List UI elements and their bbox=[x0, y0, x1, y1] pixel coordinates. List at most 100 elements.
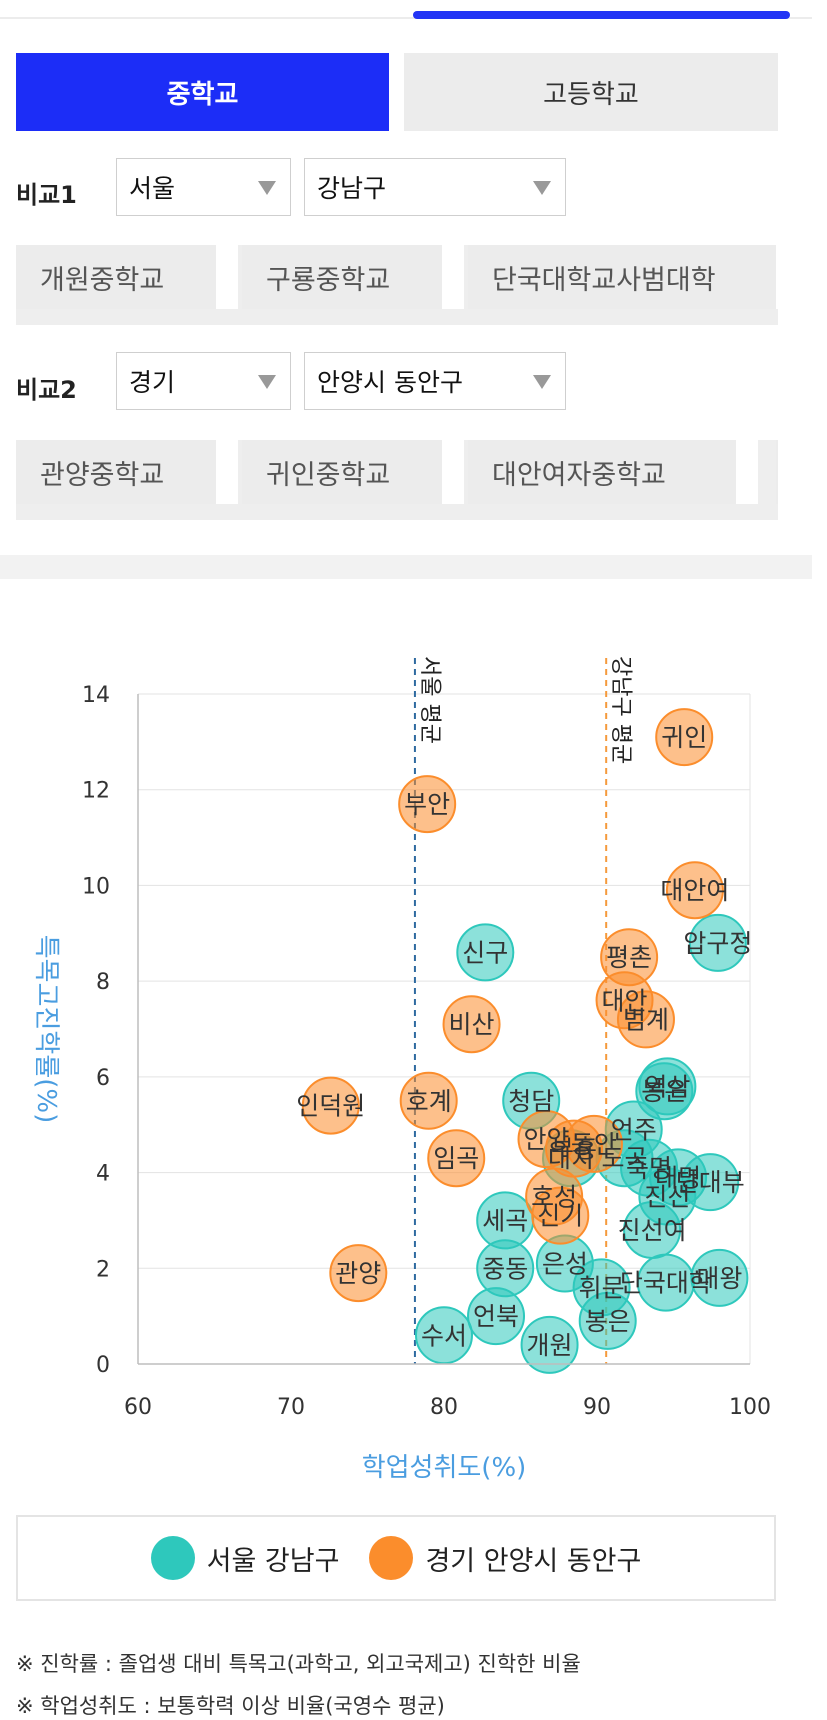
data-point-label: 동안 bbox=[571, 1130, 617, 1159]
data-point-label: 언주 bbox=[611, 1116, 657, 1145]
data-point-label: 대왕 bbox=[696, 1264, 742, 1293]
data-point-label: 호성 bbox=[531, 1183, 577, 1212]
data-point-label: 평촌 bbox=[606, 943, 652, 972]
data-point-label: 관양 bbox=[335, 1259, 381, 1288]
top-divider bbox=[0, 17, 812, 19]
x-tick-label: 90 bbox=[583, 1395, 611, 1420]
legend-item[interactable]: 서울 강남구 bbox=[150, 1536, 340, 1580]
compare1-district-select[interactable]: 강남구 bbox=[304, 158, 566, 216]
compare1-school-list: 개원중학교 구룡중학교 단국대학교사범대학 bbox=[16, 245, 778, 325]
legend-dot-teal bbox=[150, 1536, 195, 1580]
y-tick-label: 4 bbox=[96, 1162, 110, 1187]
compare2-label: 비교2 bbox=[16, 376, 77, 404]
data-point-label: 대안여 bbox=[660, 876, 729, 905]
data-point bbox=[520, 1315, 579, 1374]
compare1-label: 비교1 bbox=[16, 181, 77, 209]
y-tick-label: 14 bbox=[82, 683, 110, 708]
data-point bbox=[427, 1129, 486, 1188]
data-point-label: 도곡 bbox=[602, 1144, 648, 1173]
compare2-region-select[interactable]: 경기 bbox=[116, 352, 291, 410]
school-chip[interactable]: 관양중학교 bbox=[16, 440, 238, 504]
legend-dot-orange bbox=[369, 1536, 414, 1580]
chart-axes: 0 2 4 6 8 10 12 14 60 70 80 90 100 학업성취도(%) 특목고진학률(%) bbox=[31, 683, 771, 1480]
legend-label: 서울 강남구 bbox=[206, 1545, 340, 1577]
data-point-label: 단국대학 bbox=[620, 1269, 712, 1298]
data-point-label: 부흥 bbox=[551, 1135, 597, 1164]
active-section-indicator bbox=[413, 11, 790, 19]
chevron-down-icon bbox=[258, 375, 276, 389]
reference-line-label: 서울 평균 bbox=[417, 656, 442, 744]
data-point bbox=[329, 1244, 388, 1303]
reference-line-label: 강남구 평균 bbox=[608, 656, 633, 764]
data-point-label: 봉은 bbox=[585, 1307, 631, 1336]
x-tick-label: 60 bbox=[124, 1395, 152, 1420]
data-point bbox=[301, 1076, 360, 1135]
chart-legend: 서울 강남구 경기 안양시 동안구 bbox=[16, 1515, 776, 1601]
data-point-label: 신구 bbox=[462, 938, 508, 967]
data-point-label: 귀인 bbox=[661, 723, 707, 752]
x-tick-label: 100 bbox=[729, 1395, 771, 1420]
data-point bbox=[399, 1071, 458, 1130]
data-point bbox=[531, 1186, 590, 1245]
data-point bbox=[616, 990, 675, 1049]
x-tick-label: 70 bbox=[277, 1395, 305, 1420]
compare2-school-list: 관양중학교 귀인중학교 대안여자중학교 bbox=[16, 440, 778, 520]
data-point bbox=[398, 775, 457, 834]
data-point-label: 호계 bbox=[406, 1087, 452, 1116]
school-chip[interactable]: 귀인중학교 bbox=[242, 440, 464, 504]
data-point-label: 역삼 bbox=[644, 1072, 690, 1101]
data-point-label: 중동 bbox=[482, 1254, 528, 1283]
data-point-label: 진선 bbox=[644, 1183, 690, 1212]
data-point bbox=[690, 1248, 749, 1307]
data-point bbox=[564, 1114, 623, 1173]
data-point-label: 비산 bbox=[449, 1010, 495, 1039]
data-point-label: 압구정 bbox=[683, 929, 752, 958]
data-point-label: 개원 bbox=[527, 1331, 573, 1360]
data-point-label: 부안 bbox=[404, 790, 450, 819]
data-point-label: 세곡 bbox=[482, 1206, 528, 1235]
legend-label: 경기 안양시 동안구 bbox=[425, 1545, 642, 1577]
data-point-label: 범계 bbox=[623, 1005, 669, 1034]
data-point bbox=[655, 708, 714, 767]
data-point-label: 단대부 bbox=[676, 1168, 745, 1197]
x-axis-title: 학업성취도(%) bbox=[362, 1453, 527, 1480]
footnote-achievement: ※ 학업성취도 : 보통학력 이상 비율(국영수 평균) bbox=[16, 1694, 445, 1718]
data-point-label: 청담 bbox=[508, 1087, 554, 1116]
chevron-down-icon bbox=[533, 375, 551, 389]
y-tick-label: 8 bbox=[96, 970, 110, 995]
school-chip[interactable]: 개원중학교 bbox=[16, 245, 238, 309]
tab-high-school[interactable]: 고등학교 bbox=[404, 53, 778, 131]
compare1-region-select[interactable]: 서울 bbox=[116, 158, 291, 216]
tab-middle-school[interactable]: 중학교 bbox=[16, 53, 389, 131]
data-point bbox=[635, 1062, 694, 1121]
y-tick-label: 6 bbox=[96, 1066, 110, 1091]
compare2-district-select[interactable]: 안양시 동안구 bbox=[304, 352, 566, 410]
compare2-district-value: 안양시 동안구 bbox=[317, 368, 463, 397]
data-point-label: 대치 bbox=[548, 1144, 594, 1173]
y-tick-label: 10 bbox=[82, 874, 110, 899]
data-point-label: 은성 bbox=[542, 1250, 588, 1279]
school-chip[interactable]: 대안여자중학교 bbox=[468, 440, 758, 504]
data-point-label: 대명 bbox=[655, 1163, 701, 1192]
data-point bbox=[578, 1291, 637, 1350]
footnote-rate: ※ 진학률 : 졸업생 대비 특목고(과학고, 외고국제고) 진학한 비율 bbox=[16, 1652, 581, 1676]
legend-item[interactable]: 경기 안양시 동안구 bbox=[369, 1536, 641, 1580]
y-tick-label: 2 bbox=[96, 1257, 110, 1282]
chevron-down-icon bbox=[533, 181, 551, 195]
data-point bbox=[467, 1287, 526, 1346]
data-point-label: 수서 bbox=[421, 1321, 467, 1350]
school-chip[interactable]: 구룡중학교 bbox=[242, 245, 464, 309]
section-divider bbox=[0, 555, 812, 579]
school-chip[interactable] bbox=[776, 440, 778, 504]
data-point bbox=[442, 995, 501, 1054]
data-point bbox=[456, 923, 515, 982]
data-point-label: 언북 bbox=[473, 1302, 519, 1331]
school-chip[interactable]: 단국대학교사범대학 bbox=[468, 245, 778, 309]
data-point-label: 휘문 bbox=[579, 1273, 625, 1302]
y-axis-title: 특목고진학률(%) bbox=[31, 935, 61, 1124]
data-point-label: 인덕원 bbox=[296, 1092, 365, 1121]
compare1-district-value: 강남구 bbox=[317, 174, 387, 203]
chevron-down-icon bbox=[258, 181, 276, 195]
